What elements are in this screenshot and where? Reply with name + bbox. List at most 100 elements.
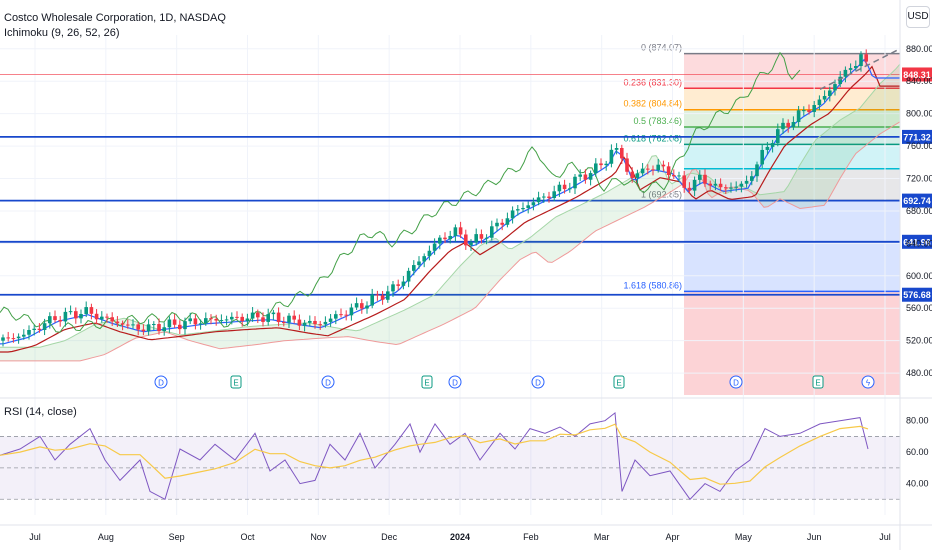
candle[interactable] — [646, 168, 650, 170]
candle[interactable] — [360, 303, 364, 309]
candle[interactable] — [318, 324, 322, 326]
candle[interactable] — [167, 319, 172, 328]
candle[interactable] — [271, 312, 276, 315]
candle[interactable] — [375, 294, 380, 296]
candle[interactable] — [495, 222, 499, 227]
candle[interactable] — [250, 312, 255, 319]
candle[interactable] — [48, 316, 52, 324]
candle[interactable] — [334, 314, 338, 319]
candle[interactable] — [458, 227, 463, 235]
candle[interactable] — [510, 210, 515, 219]
candle[interactable] — [760, 149, 764, 165]
candle[interactable] — [193, 318, 198, 325]
candle[interactable] — [287, 315, 291, 323]
candle[interactable] — [776, 129, 780, 144]
candle[interactable] — [417, 261, 421, 266]
candle[interactable] — [635, 173, 640, 178]
candle[interactable] — [1, 337, 5, 341]
candle[interactable] — [344, 314, 348, 316]
candle[interactable] — [562, 184, 567, 190]
candle[interactable] — [739, 183, 744, 187]
candle[interactable] — [261, 317, 265, 322]
candle[interactable] — [838, 76, 842, 85]
candle[interactable] — [339, 314, 343, 316]
candle[interactable] — [68, 311, 73, 313]
candle[interactable] — [672, 175, 676, 177]
candle[interactable] — [141, 329, 146, 332]
candle[interactable] — [178, 324, 182, 330]
candle[interactable] — [386, 291, 390, 300]
candle[interactable] — [843, 69, 848, 77]
candle[interactable] — [297, 319, 302, 326]
candle[interactable] — [157, 324, 161, 332]
candle[interactable] — [464, 234, 468, 246]
candle[interactable] — [308, 320, 312, 323]
candle[interactable] — [812, 105, 816, 112]
candle[interactable] — [490, 226, 494, 238]
candle[interactable] — [396, 284, 400, 286]
candle[interactable] — [412, 265, 416, 271]
candle[interactable] — [276, 312, 281, 323]
candle[interactable] — [573, 176, 577, 189]
candle[interactable] — [718, 183, 723, 188]
candle[interactable] — [708, 183, 712, 186]
candle[interactable] — [32, 328, 36, 330]
candle[interactable] — [542, 196, 546, 198]
candle[interactable] — [42, 323, 47, 330]
candle[interactable] — [94, 313, 99, 320]
candle[interactable] — [406, 270, 411, 282]
candle[interactable] — [625, 158, 629, 172]
candle[interactable] — [74, 311, 78, 319]
candle[interactable] — [526, 205, 530, 208]
candle[interactable] — [469, 242, 473, 246]
candle[interactable] — [536, 197, 541, 203]
currency-button[interactable]: USD — [906, 6, 930, 28]
candle[interactable] — [479, 234, 484, 239]
candle[interactable] — [370, 294, 374, 306]
candle[interactable] — [859, 54, 863, 67]
candle[interactable] — [323, 321, 328, 325]
candle[interactable] — [131, 324, 135, 326]
candle[interactable] — [115, 321, 120, 324]
candle[interactable] — [713, 183, 718, 186]
candle[interactable] — [204, 318, 208, 324]
indicator-label[interactable]: Ichimoku (9, 26, 52, 26) — [4, 27, 120, 39]
candle[interactable] — [802, 110, 806, 112]
candle[interactable] — [266, 314, 270, 322]
candle[interactable] — [578, 174, 582, 177]
candle[interactable] — [183, 321, 187, 330]
candle[interactable] — [401, 281, 406, 286]
split-event-marker[interactable] — [861, 375, 875, 389]
candle[interactable] — [209, 318, 213, 320]
candle[interactable] — [484, 237, 489, 239]
candle[interactable] — [620, 148, 624, 159]
candle[interactable] — [755, 164, 759, 177]
candle[interactable] — [11, 338, 16, 340]
candle[interactable] — [136, 324, 140, 330]
candle[interactable] — [391, 284, 395, 292]
candle[interactable] — [432, 243, 437, 251]
candle[interactable] — [198, 323, 203, 325]
candle[interactable] — [63, 311, 68, 322]
earnings-marker[interactable] — [812, 375, 824, 389]
candle[interactable] — [651, 169, 655, 171]
candle[interactable] — [354, 303, 359, 308]
candle[interactable] — [661, 164, 666, 167]
candle[interactable] — [770, 143, 775, 147]
candle[interactable] — [79, 313, 83, 319]
candle[interactable] — [126, 324, 130, 326]
dividend-marker[interactable] — [448, 375, 462, 389]
candle[interactable] — [516, 209, 520, 211]
candle[interactable] — [698, 174, 702, 180]
earnings-marker[interactable] — [230, 375, 242, 389]
candle[interactable] — [380, 295, 385, 300]
candle[interactable] — [604, 163, 608, 166]
candle[interactable] — [677, 175, 681, 177]
candle[interactable] — [448, 235, 452, 240]
rsi-line[interactable] — [0, 411, 869, 501]
candle[interactable] — [443, 237, 447, 240]
dividend-marker[interactable] — [729, 375, 743, 389]
candle[interactable] — [365, 305, 369, 309]
dividend-marker[interactable] — [154, 375, 168, 389]
